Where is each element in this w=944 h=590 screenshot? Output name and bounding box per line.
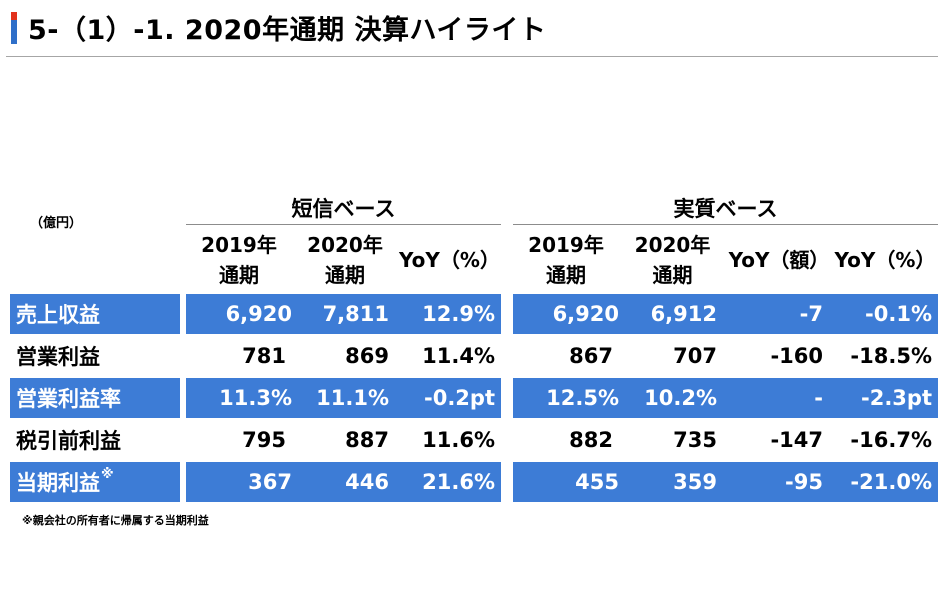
cell-tanshin-2019: 367 bbox=[186, 462, 501, 502]
cell-tanshin-2020: 7,811 bbox=[322, 302, 389, 326]
cell-tanshin-yoy: 21.6% bbox=[422, 470, 495, 494]
column-header-jisshitsu-yoy-amount: YoY（額） bbox=[728, 248, 830, 272]
table-row-operating-margin: 営業利益率 11.3% 11.1% -0.2pt 12.5% 10.2% - -… bbox=[0, 378, 944, 418]
cell-tanshin-2020: 446 bbox=[345, 470, 389, 494]
cell-tanshin-yoy: -0.2pt bbox=[424, 386, 495, 410]
cell-jisshitsu-2020: 359 bbox=[673, 470, 717, 494]
cell-jisshitsu-yoy-amount: -7 bbox=[799, 302, 823, 326]
cell-tanshin-yoy: 12.9% bbox=[422, 302, 495, 326]
cell-jisshitsu-yoy-percent: -18.5% bbox=[850, 344, 932, 368]
cell-tanshin-2019: 6,920 bbox=[186, 294, 501, 334]
title-marker-red bbox=[11, 12, 17, 20]
group-divider-jisshitsu bbox=[513, 224, 938, 225]
cell-tanshin-2019: 11.3% bbox=[186, 378, 501, 418]
title-marker bbox=[11, 12, 17, 44]
cell-jisshitsu-2020: 735 bbox=[673, 428, 717, 452]
cell-jisshitsu-yoy-percent: -0.1% bbox=[865, 302, 932, 326]
row-label: 営業利益 bbox=[16, 345, 100, 369]
cell-tanshin-yoy: 11.6% bbox=[422, 428, 495, 452]
column-header-tanshin-yoy: YoY（%） bbox=[399, 248, 500, 272]
cell-jisshitsu-2019: 882 bbox=[569, 428, 613, 452]
table-row-net-profit: 当期利益 ※ 367 446 21.6% 455 359 -95 -21.0% bbox=[0, 462, 944, 502]
title-marker-blue bbox=[11, 20, 17, 44]
column-header-jisshitsu-2019: 2019年 通期 bbox=[528, 233, 604, 287]
cell-tanshin-yoy: 11.4% bbox=[422, 344, 495, 368]
title-bar: 5-（1）-1. 2020年通期 決算ハイライト bbox=[0, 0, 944, 62]
cell-tanshin-2019: 781 bbox=[242, 344, 286, 368]
table-row-revenue: 売上収益 6,920 7,811 12.9% 6,920 6,912 -7 -0… bbox=[0, 294, 944, 334]
footnote: ※親会社の所有者に帰属する当期利益 bbox=[22, 514, 209, 527]
footnote-mark: ※ bbox=[101, 466, 114, 482]
row-label: 売上収益 bbox=[10, 294, 180, 334]
cell-jisshitsu-yoy-amount: -147 bbox=[770, 428, 823, 452]
title-divider bbox=[6, 56, 938, 57]
group-header-jisshitsu: 実質ベース bbox=[673, 197, 778, 221]
cell-tanshin-2020: 11.1% bbox=[316, 386, 389, 410]
cell-jisshitsu-2019: 12.5% bbox=[513, 378, 938, 418]
cell-jisshitsu-2020: 6,912 bbox=[650, 302, 717, 326]
row-label: 営業利益率 bbox=[10, 378, 180, 418]
cell-tanshin-2019: 795 bbox=[242, 428, 286, 452]
column-header-jisshitsu-2020: 2020年 通期 bbox=[634, 233, 711, 287]
cell-jisshitsu-yoy-amount: -95 bbox=[785, 470, 823, 494]
column-header-tanshin-2020: 2020年 通期 bbox=[307, 233, 383, 287]
row-label: 税引前利益 bbox=[16, 429, 121, 453]
page-title: 5-（1）-1. 2020年通期 決算ハイライト bbox=[28, 15, 547, 46]
cell-jisshitsu-yoy-amount: -160 bbox=[770, 344, 823, 368]
cell-jisshitsu-2019: 867 bbox=[569, 344, 613, 368]
cell-jisshitsu-2019: 6,920 bbox=[513, 294, 938, 334]
cell-jisshitsu-yoy-amount: - bbox=[814, 386, 823, 410]
row-label: 当期利益 ※ bbox=[10, 462, 180, 502]
table-row-operating-profit: 営業利益 781 869 11.4% 867 707 -160 -18.5% bbox=[0, 336, 944, 376]
cell-jisshitsu-yoy-percent: -2.3pt bbox=[861, 386, 932, 410]
unit-label: （億円） bbox=[30, 216, 83, 231]
table-row-pretax-profit: 税引前利益 795 887 11.6% 882 735 -147 -16.7% bbox=[0, 420, 944, 460]
cell-tanshin-2020: 887 bbox=[345, 428, 389, 452]
cell-jisshitsu-2019: 455 bbox=[513, 462, 938, 502]
group-divider-tanshin bbox=[186, 224, 501, 225]
cell-jisshitsu-yoy-percent: -21.0% bbox=[850, 470, 932, 494]
group-header-tanshin: 短信ベース bbox=[291, 197, 396, 221]
column-header-jisshitsu-yoy-percent: YoY（%） bbox=[834, 248, 936, 272]
cell-jisshitsu-2020: 10.2% bbox=[644, 386, 717, 410]
column-header-tanshin-2019: 2019年 通期 bbox=[201, 233, 277, 287]
cell-tanshin-2020: 869 bbox=[345, 344, 389, 368]
cell-jisshitsu-2020: 707 bbox=[673, 344, 717, 368]
cell-jisshitsu-yoy-percent: -16.7% bbox=[850, 428, 932, 452]
